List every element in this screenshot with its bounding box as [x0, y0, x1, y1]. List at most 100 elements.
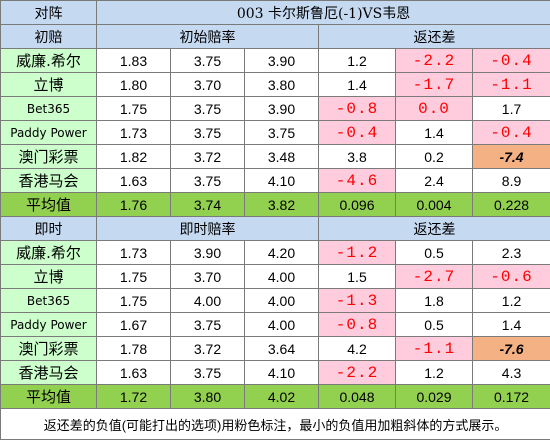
bookmaker-name: Paddy Power — [1, 313, 97, 337]
bookmaker-name: Bet365 — [1, 97, 97, 121]
odds-value: 3.75 — [171, 97, 245, 121]
return-value: 1.4 — [473, 313, 550, 337]
return-value: 1.4 — [319, 73, 396, 97]
average-return-value: 0.048 — [319, 385, 396, 409]
odds-value: 3.64 — [245, 337, 319, 361]
negative-return-value: -0.8 — [319, 97, 396, 121]
negative-return-value: -1.7 — [396, 73, 473, 97]
return-value: 1.2 — [396, 361, 473, 385]
odds-value: 3.72 — [171, 337, 245, 361]
return-value: 3.8 — [319, 145, 396, 169]
negative-return-value: -1.1 — [396, 337, 473, 361]
return-value: 4.3 — [473, 361, 550, 385]
average-return-value: 0.029 — [396, 385, 473, 409]
odds-value: 1.63 — [97, 169, 171, 193]
return-diff-header: 返还差 — [319, 217, 550, 241]
negative-return-value: -2.2 — [319, 361, 396, 385]
average-odds-value: 4.02 — [245, 385, 319, 409]
bookmaker-name: 澳门彩票 — [1, 145, 97, 169]
odds-value: 1.83 — [97, 49, 171, 73]
odds-header: 初始赔率 — [97, 25, 319, 49]
odds-value: 1.80 — [97, 73, 171, 97]
bookmaker-name: 威廉.希尔 — [1, 241, 97, 265]
negative-return-value: -0.8 — [319, 313, 396, 337]
negative-return-value: -1.1 — [473, 73, 550, 97]
return-value: 1.4 — [396, 121, 473, 145]
return-value: 2.3 — [473, 241, 550, 265]
return-value: 8.9 — [473, 169, 550, 193]
versus-header-cell: 对阵 — [1, 1, 97, 25]
average-label: 平均值 — [1, 385, 97, 409]
odds-value: 4.00 — [245, 265, 319, 289]
odds-value: 4.00 — [245, 313, 319, 337]
average-label: 平均值 — [1, 193, 97, 217]
negative-return-value: -4.6 — [319, 169, 396, 193]
odds-value: 3.75 — [171, 169, 245, 193]
bookmaker-name: 香港马会 — [1, 361, 97, 385]
odds-value: 3.75 — [171, 49, 245, 73]
odds-value: 3.75 — [245, 121, 319, 145]
average-return-value: 0.096 — [319, 193, 396, 217]
odds-value: 1.75 — [97, 289, 171, 313]
odds-value: 3.75 — [171, 313, 245, 337]
odds-value: 3.90 — [245, 97, 319, 121]
negative-return-value: -0.6 — [473, 265, 550, 289]
odds-value: 4.00 — [245, 289, 319, 313]
average-odds-value: 3.82 — [245, 193, 319, 217]
average-odds-value: 1.72 — [97, 385, 171, 409]
return-value: 0.2 — [396, 145, 473, 169]
return-diff-header: 返还差 — [319, 25, 550, 49]
odds-value: 1.75 — [97, 265, 171, 289]
negative-return-value: -2.7 — [396, 265, 473, 289]
odds-header: 即时赔率 — [97, 217, 319, 241]
odds-value: 1.75 — [97, 97, 171, 121]
note-row: 返还差的负值(可能打出的选项)用粉色标注，最小的负值用加粗斜体的方式展示。 — [1, 409, 550, 440]
odds-value: 1.78 — [97, 337, 171, 361]
min-negative-return-value: -7.4 — [473, 145, 550, 169]
bookmaker-name: Bet365 — [1, 289, 97, 313]
odds-value: 1.63 — [97, 361, 171, 385]
bookmaker-name: 立博 — [1, 265, 97, 289]
odds-value: 3.72 — [171, 145, 245, 169]
negative-return-value: -2.2 — [396, 49, 473, 73]
odds-value: 3.70 — [171, 73, 245, 97]
return-value: 0.5 — [396, 241, 473, 265]
bookmaker-name: 威廉.希尔 — [1, 49, 97, 73]
negative-return-value: -0.4 — [473, 49, 550, 73]
return-value: 4.2 — [319, 337, 396, 361]
odds-value: 4.00 — [171, 289, 245, 313]
negative-return-value: 0.0 — [396, 97, 473, 121]
bookmaker-name: Paddy Power — [1, 121, 97, 145]
odds-value: 4.20 — [245, 241, 319, 265]
return-value: 1.2 — [473, 289, 550, 313]
odds-value: 1.73 — [97, 241, 171, 265]
negative-return-value: -1.3 — [319, 289, 396, 313]
odds-value: 3.90 — [171, 241, 245, 265]
odds-value: 1.82 — [97, 145, 171, 169]
odds-value: 4.10 — [245, 361, 319, 385]
min-negative-return-value: -7.6 — [473, 337, 550, 361]
negative-return-value: -0.4 — [473, 121, 550, 145]
average-return-value: 0.172 — [473, 385, 550, 409]
odds-value: 3.90 — [245, 49, 319, 73]
average-odds-value: 3.74 — [171, 193, 245, 217]
odds-value: 3.70 — [171, 265, 245, 289]
return-value: 1.2 — [319, 49, 396, 73]
odds-value: 4.10 — [245, 169, 319, 193]
section-label: 即时 — [1, 217, 97, 241]
return-value: 0.5 — [396, 313, 473, 337]
